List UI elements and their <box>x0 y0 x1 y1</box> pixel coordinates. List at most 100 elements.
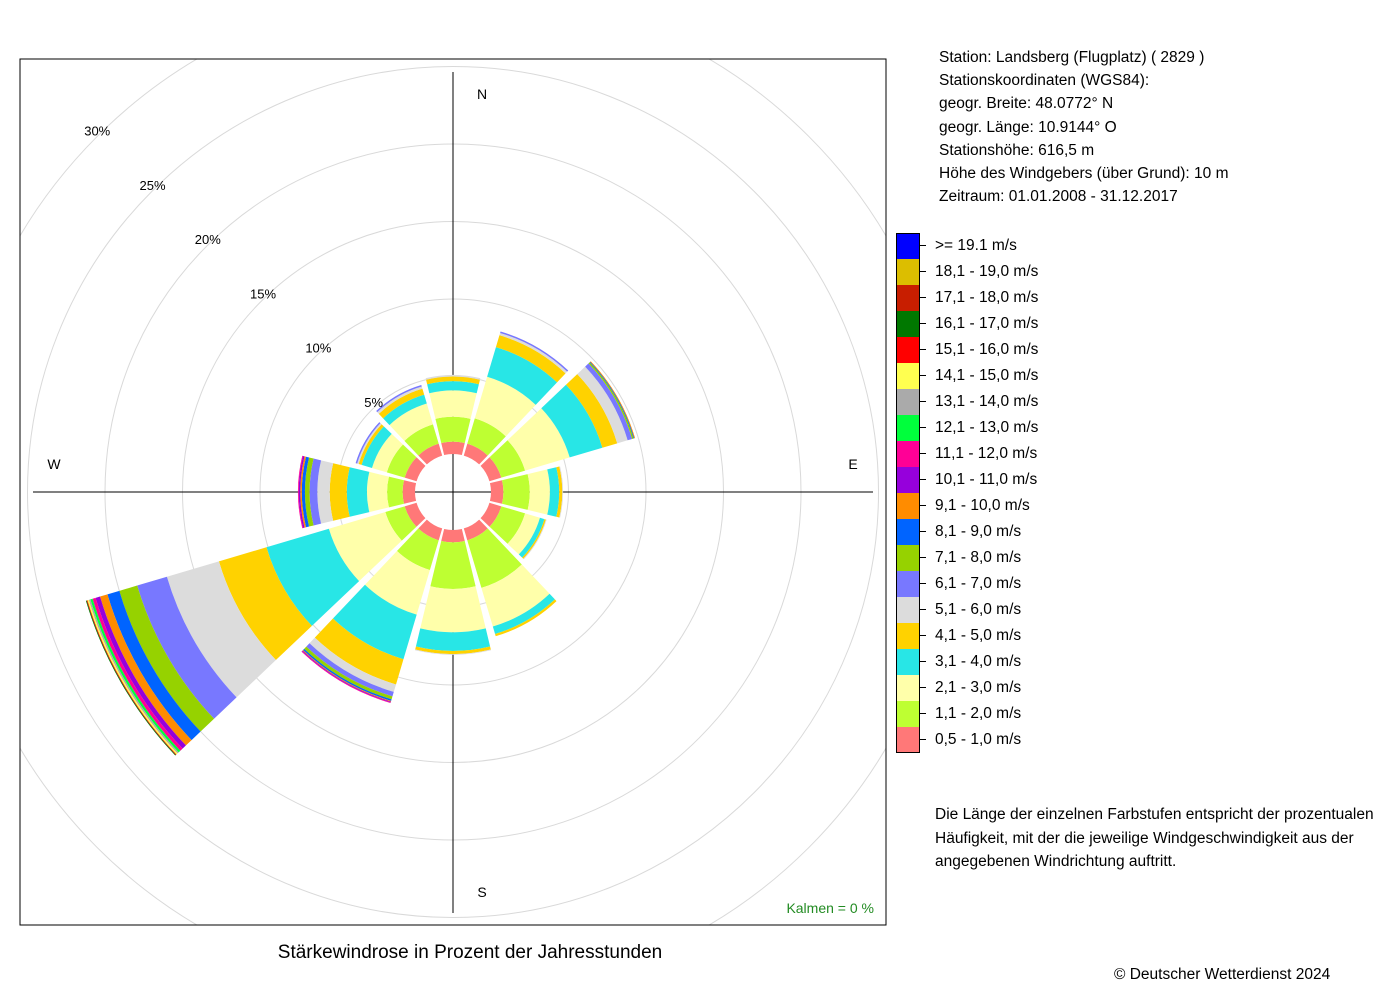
radial-tick-label: 15% <box>250 286 276 301</box>
sector-330-class-1 <box>404 424 439 456</box>
legend-tick <box>920 401 926 402</box>
sector-240-class-7 <box>119 585 215 732</box>
time-period: Zeitraum: 01.01.2008 - 31.12.2017 <box>939 188 1178 206</box>
sector-270-class-10 <box>298 455 305 529</box>
legend-label: 10,1 - 11,0 m/s <box>935 471 1038 488</box>
sector-180-class-2 <box>420 586 486 633</box>
legend-item: 18,1 - 19,0 m/s <box>896 259 1376 285</box>
legend-item: 1,1 - 2,0 m/s <box>896 701 1376 727</box>
sector-300-class-2 <box>371 433 403 473</box>
sector-270-class-9 <box>300 456 307 528</box>
legend-label: 7,1 - 8,0 m/s <box>935 549 1022 566</box>
sector-270-class-2 <box>366 471 389 513</box>
legend-swatch <box>896 311 920 337</box>
direction-label-s: S <box>477 884 486 900</box>
grid-circle-30 <box>20 59 886 925</box>
legend-label: 3,1 - 4,0 m/s <box>935 653 1022 670</box>
radial-grid <box>20 59 886 925</box>
legend-swatch <box>896 363 920 389</box>
legend-item: 15,1 - 16,0 m/s <box>896 337 1376 363</box>
sector-120-class-4 <box>522 519 546 559</box>
sector-180-class-0 <box>441 528 465 543</box>
legend-item: 0,5 - 1,0 m/s <box>896 727 1376 753</box>
legend-label: 5,1 - 6,0 m/s <box>935 601 1022 618</box>
legend-tick <box>920 557 926 558</box>
legend-swatch <box>896 259 920 285</box>
direction-label-n: N <box>477 86 487 102</box>
legend-item: 7,1 - 8,0 m/s <box>896 545 1376 571</box>
radial-tick-labels: 5% 10% 15% 20% 25% 30% <box>84 123 383 410</box>
sector-270-class-8 <box>301 456 310 528</box>
sensor-height: Höhe des Windgebers (über Grund): 10 m <box>939 165 1229 183</box>
legend-label: 12,1 - 13,0 m/s <box>935 419 1039 436</box>
sector-270-class-0 <box>402 480 417 504</box>
station-latitude: geogr. Breite: 48.0772° N <box>939 95 1114 113</box>
sector-240-class-1 <box>385 506 417 541</box>
legend-tick <box>920 635 926 636</box>
legend-tick <box>920 297 926 298</box>
calm-label: Kalmen = 0 % <box>786 900 874 916</box>
legend-tick <box>920 505 926 506</box>
legend-swatch <box>896 441 920 467</box>
note-line: Häufigkeit, mit der die jeweilige Windge… <box>935 829 1354 847</box>
legend-swatch <box>896 701 920 727</box>
sector-330-class-6 <box>376 384 422 413</box>
station-coords-heading: Stationskoordinaten (WGS84): <box>939 72 1150 90</box>
legend-label: 16,1 - 17,0 m/s <box>935 315 1039 332</box>
sector-270-class-7 <box>304 457 314 527</box>
legend-label: 11,1 - 12,0 m/s <box>935 445 1038 462</box>
legend-swatch <box>896 467 920 493</box>
sector-210-class-0 <box>418 519 443 541</box>
legend-swatch <box>896 285 920 311</box>
explanation-note: Die Länge der einzelnen Farbstufen entsp… <box>935 803 1395 874</box>
sector-240-class-5 <box>166 561 276 698</box>
sector-240-class-4 <box>218 547 312 661</box>
sector-300-class-0 <box>404 457 426 482</box>
sector-210-class-3 <box>332 584 417 660</box>
wind-sectors <box>85 331 636 756</box>
legend-item: 4,1 - 5,0 m/s <box>896 623 1376 649</box>
legend-item: 12,1 - 13,0 m/s <box>896 415 1376 441</box>
sector-30-class-4 <box>495 335 566 383</box>
legend-swatch <box>896 727 920 753</box>
sector-120-class-2 <box>507 513 540 555</box>
legend-item: 9,1 - 10,0 m/s <box>896 493 1376 519</box>
sector-210-class-6 <box>306 643 394 697</box>
speed-legend: >= 19.1 m/s 18,1 - 19,0 m/s 17,1 - 18,0 m/… <box>896 233 1376 753</box>
legend-item: 14,1 - 15,0 m/s <box>896 363 1376 389</box>
legend-label: 9,1 - 10,0 m/s <box>935 497 1030 514</box>
sector-60-class-4 <box>566 374 618 448</box>
sector-240-class-2 <box>328 512 402 582</box>
station-altitude: Stationshöhe: 616,5 m <box>939 141 1095 159</box>
sector-180-class-3 <box>415 628 491 651</box>
sector-210-class-7 <box>304 646 393 700</box>
legend-label: 14,1 - 15,0 m/s <box>935 367 1039 384</box>
legend-item: 6,1 - 7,0 m/s <box>896 571 1376 597</box>
copyright: © Deutscher Wetterdienst 2024 <box>1114 966 1331 983</box>
sector-270-class-5 <box>317 460 334 524</box>
legend-item: 13,1 - 14,0 m/s <box>896 389 1376 415</box>
sector-330-class-4 <box>378 388 425 419</box>
sector-60-class-0 <box>480 457 502 482</box>
sector-60-class-3 <box>541 384 603 458</box>
legend-tick <box>920 375 926 376</box>
legend-tick <box>920 713 926 714</box>
sector-270-class-11 <box>297 455 304 529</box>
sector-210-class-4 <box>314 618 404 685</box>
legend-swatch <box>896 519 920 545</box>
legend-label: 8,1 - 9,0 m/s <box>935 523 1022 540</box>
sector-120-class-0 <box>480 502 502 527</box>
sector-120-class-3 <box>518 517 545 558</box>
legend-swatch <box>896 571 920 597</box>
sector-240-class-6 <box>137 576 237 719</box>
legend-item: 17,1 - 18,0 m/s <box>896 285 1376 311</box>
station-name: Station: Landsberg (Flugplatz) ( 2829 ) <box>939 49 1205 66</box>
sector-150-class-1 <box>467 528 522 588</box>
legend-label: 2,1 - 3,0 m/s <box>935 679 1022 696</box>
sector-60-class-5 <box>577 366 628 444</box>
legend-label: 6,1 - 7,0 m/s <box>935 575 1022 592</box>
legend-item: 16,1 - 17,0 m/s <box>896 311 1376 337</box>
sector-330-class-0 <box>418 443 443 465</box>
legend-label: 0,5 - 1,0 m/s <box>935 731 1022 748</box>
legend-swatch <box>896 675 920 701</box>
